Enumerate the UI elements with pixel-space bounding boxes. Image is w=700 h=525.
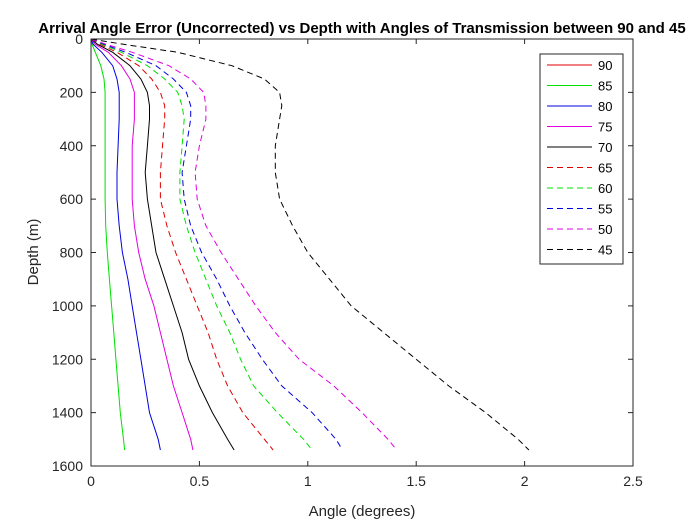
x-tick-label: 0 (87, 473, 95, 489)
ticks-layer: 0 0.5 1 1.5 2 2.5 0 200 400 600 800 1000 1200 1400 160… (52, 31, 643, 489)
y-tick-label: 1400 (52, 405, 83, 421)
y-tick-label: 400 (60, 138, 84, 154)
legend: 90 85 80 75 70 65 60 55 50 45 (539, 53, 624, 265)
x-tick-label: 1.5 (406, 473, 426, 489)
series-line-75 (90, 38, 194, 451)
series-line-65 (90, 38, 274, 451)
legend-label-85: 85 (598, 79, 612, 94)
series-line-80 (90, 38, 161, 451)
y-tick-label: 1600 (52, 458, 83, 474)
legend-label-75: 75 (598, 120, 612, 135)
y-tick-label: 800 (60, 245, 84, 261)
x-tick-label: 2.5 (623, 473, 643, 489)
series-line-70 (90, 38, 235, 451)
x-tick-label: 2 (521, 473, 529, 489)
legend-label-60: 60 (598, 181, 612, 196)
series-line-55 (90, 38, 343, 451)
series-line-45 (90, 38, 530, 451)
series-layer (90, 38, 530, 451)
x-tick-label: 0.5 (190, 473, 210, 489)
y-axis-title: Depth (m) (25, 219, 42, 286)
legend-label-65: 65 (598, 161, 612, 176)
chart-title: Arrival Angle Error (Uncorrected) vs Dep… (38, 20, 685, 37)
x-tick-label: 1 (304, 473, 312, 489)
x-axis-title: Angle (degrees) (309, 503, 416, 520)
legend-label-90: 90 (598, 58, 612, 73)
legend-label-45: 45 (598, 243, 612, 258)
y-tick-label: 200 (60, 84, 84, 100)
y-tick-label: 600 (60, 191, 84, 207)
series-line-60 (90, 38, 313, 451)
y-tick-label: 0 (75, 31, 83, 47)
legend-label-50: 50 (598, 222, 612, 237)
legend-label-80: 80 (598, 99, 612, 114)
legend-label-55: 55 (598, 202, 612, 217)
series-line-50 (90, 38, 398, 451)
y-tick-label: 1200 (52, 351, 83, 367)
y-tick-label: 1000 (52, 298, 83, 314)
series-line-85 (90, 38, 126, 451)
legend-label-70: 70 (598, 140, 612, 155)
